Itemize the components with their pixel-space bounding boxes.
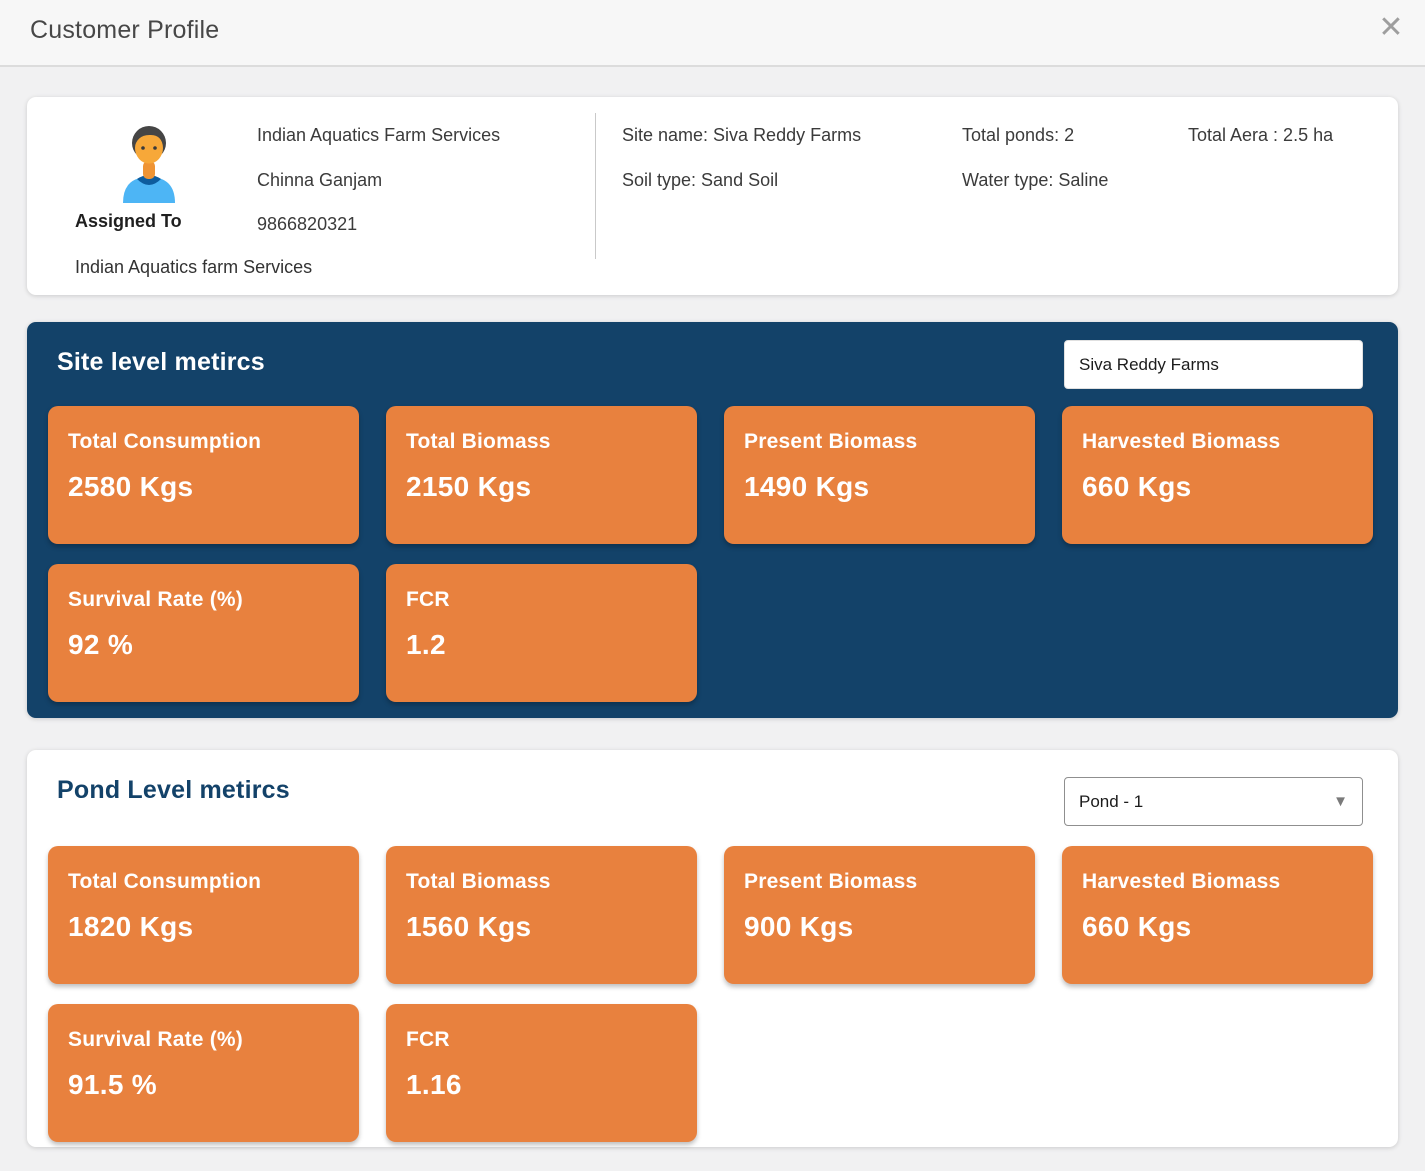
metric-label: Harvested Biomass: [1082, 430, 1281, 453]
site-metrics-title: Site level metircs: [57, 348, 265, 376]
metric-card-fcr: FCR 1.16: [386, 1004, 697, 1142]
metric-label: FCR: [406, 588, 450, 611]
pond-selector[interactable]: Pond - 1 ▼: [1064, 777, 1363, 826]
metric-value: 1.16: [406, 1069, 462, 1100]
metric-card-total-biomass: Total Biomass 2150 Kgs: [386, 406, 697, 544]
metric-label: Present Biomass: [744, 430, 918, 453]
metric-value: 92 %: [68, 629, 134, 660]
site-level-metrics-panel: Site level metircs Siva Reddy Farms Tota…: [27, 322, 1398, 718]
metric-label: Present Biomass: [744, 870, 918, 893]
metric-label: Total Biomass: [406, 870, 551, 893]
metric-card-total-consumption: Total Consumption 1820 Kgs: [48, 846, 359, 984]
avatar: [117, 119, 181, 203]
metric-value: 660 Kgs: [1082, 911, 1192, 942]
phone-number: 9866820321: [257, 214, 358, 234]
site-metrics-grid: Total Consumption 2580 Kgs Total Biomass…: [48, 406, 1373, 702]
person-avatar-icon: [123, 126, 175, 203]
pond-metrics-title: Pond Level metircs: [57, 776, 290, 804]
metric-label: Total Consumption: [68, 870, 262, 893]
metric-card-present-biomass: Present Biomass 900 Kgs: [724, 846, 1035, 984]
metric-card-harvested-biomass: Harvested Biomass 660 Kgs: [1062, 406, 1373, 544]
metric-value: 1.2: [406, 629, 446, 660]
total-area: Total Aera : 2.5 ha: [1188, 125, 1334, 145]
metric-label: Total Biomass: [406, 430, 551, 453]
customer-profile-card: Assigned To Indian Aquatics farm Service…: [27, 97, 1398, 295]
metric-label: FCR: [406, 1028, 450, 1051]
metric-value: 660 Kgs: [1082, 471, 1192, 502]
assigned-to-label: Assigned To: [75, 211, 182, 231]
metric-value: 91.5 %: [68, 1069, 157, 1100]
metric-card-harvested-biomass: Harvested Biomass 660 Kgs: [1062, 846, 1373, 984]
metric-value: 1490 Kgs: [744, 471, 870, 502]
company-name: Indian Aquatics Farm Services: [257, 125, 501, 145]
profile-divider: [595, 113, 596, 259]
pond-selector-value: Pond - 1: [1079, 791, 1144, 811]
close-icon: ✕: [1378, 11, 1404, 44]
company-city: Chinna Ganjam: [257, 170, 383, 190]
metric-card-survival-rate: Survival Rate (%) 92 %: [48, 564, 359, 702]
water-type: Water type: Saline: [962, 170, 1109, 190]
site-selector[interactable]: Siva Reddy Farms: [1064, 340, 1363, 389]
site-selector-value: Siva Reddy Farms: [1079, 354, 1219, 374]
metric-value: 900 Kgs: [744, 911, 854, 942]
soil-type: Soil type: Sand Soil: [622, 170, 779, 190]
site-name: Site name: Siva Reddy Farms: [622, 125, 862, 145]
pond-level-metrics-panel: Pond Level metircs Pond - 1 ▼ Total Cons…: [27, 750, 1398, 1147]
metric-value: 2580 Kgs: [68, 471, 194, 502]
metric-card-total-consumption: Total Consumption 2580 Kgs: [48, 406, 359, 544]
metric-label: Survival Rate (%): [68, 588, 243, 611]
close-button[interactable]: ✕: [1371, 8, 1411, 48]
metric-card-present-biomass: Present Biomass 1490 Kgs: [724, 406, 1035, 544]
metric-label: Harvested Biomass: [1082, 870, 1281, 893]
chevron-down-icon: ▼: [1333, 793, 1348, 810]
metric-card-survival-rate: Survival Rate (%) 91.5 %: [48, 1004, 359, 1142]
metric-card-fcr: FCR 1.2: [386, 564, 697, 702]
metric-value: 1820 Kgs: [68, 911, 194, 942]
total-ponds: Total ponds: 2: [962, 125, 1075, 145]
metric-value: 2150 Kgs: [406, 471, 532, 502]
metric-label: Total Consumption: [68, 430, 262, 453]
metric-card-total-biomass: Total Biomass 1560 Kgs: [386, 846, 697, 984]
page-title: Customer Profile: [30, 16, 220, 44]
dialog-header: Customer Profile ✕: [0, 0, 1425, 67]
pond-metrics-grid: Total Consumption 1820 Kgs Total Biomass…: [48, 846, 1373, 1142]
metric-value: 1560 Kgs: [406, 911, 532, 942]
metric-label: Survival Rate (%): [68, 1028, 243, 1051]
assigned-to-value: Indian Aquatics farm Services: [75, 257, 313, 277]
